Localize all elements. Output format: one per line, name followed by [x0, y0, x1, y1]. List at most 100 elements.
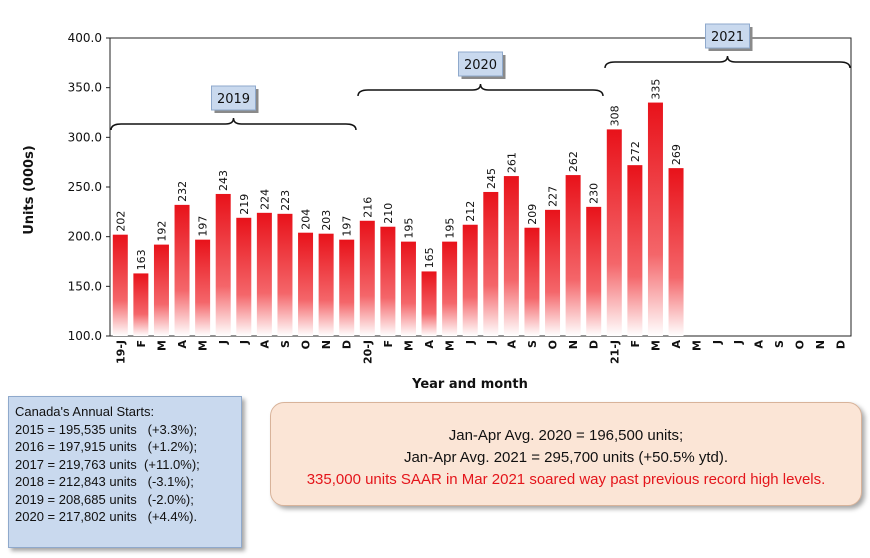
- bar-value-label: 308: [608, 105, 621, 126]
- year-label: 2021: [711, 30, 744, 45]
- bar-value-label: 195: [402, 218, 415, 239]
- bar: [586, 206, 602, 336]
- bar: [545, 209, 561, 336]
- x-axis-title: Year and month: [411, 377, 528, 392]
- annual-starts-title: Canada's Annual Starts:: [15, 404, 155, 419]
- year-label-box: [458, 51, 503, 77]
- bar: [318, 233, 334, 336]
- x-tick-label: M: [691, 340, 704, 351]
- bar-value-label: 212: [464, 201, 477, 222]
- x-tick-label: A: [505, 340, 518, 349]
- bar: [668, 168, 684, 336]
- bar-value-label: 192: [155, 221, 168, 242]
- year-bracket: [110, 117, 357, 131]
- x-tick-label: J: [217, 340, 230, 345]
- bar: [339, 239, 355, 336]
- x-tick-label: J: [464, 340, 477, 345]
- y-axis: 100.0 150.0 200.0 250.0 300.0 350.0 400.0: [68, 31, 110, 343]
- x-tick-label: F: [629, 340, 642, 348]
- x-tick-label: A: [670, 340, 683, 349]
- annual-starts-box: Canada's Annual Starts: 2015 = 195,535 u…: [8, 396, 242, 548]
- y-tick-label: 150.0: [68, 279, 102, 293]
- x-tick-label: N: [567, 340, 580, 349]
- bar-value-label: 232: [176, 181, 189, 202]
- bar: [153, 244, 169, 336]
- x-tick-label: O: [547, 340, 560, 349]
- bar: [503, 176, 519, 336]
- bar: [524, 227, 540, 336]
- summary-line-2020: Jan-Apr Avg. 2020 = 196,500 units;: [448, 427, 684, 444]
- x-tick-label: O: [794, 340, 807, 349]
- year-label-box: [211, 85, 256, 111]
- bar-value-label: 243: [217, 170, 230, 191]
- x-tick-label: J: [485, 340, 498, 345]
- annual-starts-line: 2018 = 212,843 units (-3.1%);: [15, 474, 194, 489]
- bar: [112, 234, 128, 336]
- x-tick-label: N: [320, 340, 333, 349]
- x-tick-label: J: [711, 340, 724, 345]
- y-tick-label: 250.0: [68, 180, 102, 194]
- bar: [647, 102, 663, 336]
- y-axis-title: Units (000s): [22, 145, 37, 235]
- year-brackets: 2019 2020 2021: [110, 23, 851, 131]
- bar-value-label: 272: [629, 141, 642, 162]
- x-tick-label: A: [752, 340, 765, 349]
- bar-value-label: 219: [238, 194, 251, 215]
- bar: [133, 273, 149, 336]
- summary-box: Jan-Apr Avg. 2020 = 196,500 units; Jan-A…: [270, 402, 862, 506]
- year-label: 2020: [464, 58, 497, 73]
- bar: [215, 193, 231, 336]
- bar-value-label: 261: [505, 152, 518, 173]
- data-labels: 202 163 192 232 197 243 219 224 223 204 203 197 216 2…: [114, 79, 683, 271]
- x-tick-label: J: [732, 340, 745, 345]
- bar: [565, 175, 581, 336]
- y-tick-label: 350.0: [68, 81, 102, 95]
- bar: [174, 204, 190, 336]
- bar-value-label: 197: [197, 216, 210, 237]
- bar: [421, 271, 437, 336]
- bar-value-label: 204: [300, 209, 313, 230]
- bar-value-label: 227: [547, 186, 560, 207]
- bar: [380, 226, 396, 336]
- x-tick-label: F: [382, 340, 395, 348]
- bar-value-label: 209: [526, 204, 539, 225]
- x-tick-label: F: [135, 340, 148, 348]
- annual-starts-line: 2020 = 217,802 units (+4.4%).: [15, 509, 198, 524]
- bar-value-label: 165: [423, 247, 436, 268]
- summary-line-2021: Jan-Apr Avg. 2021 = 295,700 units (+50.5…: [403, 449, 729, 466]
- x-tick-label: M: [402, 340, 415, 351]
- x-tick-label: M: [155, 340, 168, 351]
- y-tick-label: 100.0: [68, 329, 102, 343]
- bar: [256, 212, 272, 336]
- bar: [606, 129, 622, 336]
- bar-value-label: 195: [444, 218, 457, 239]
- bar-value-label: 202: [114, 211, 127, 232]
- x-tick-label: M: [444, 340, 457, 351]
- bar: [442, 241, 458, 336]
- bar-value-label: 203: [320, 210, 333, 231]
- x-tick-label: D: [588, 340, 601, 349]
- year-label: 2019: [217, 92, 250, 107]
- bar: [277, 213, 293, 336]
- bar-series: [112, 102, 684, 336]
- x-tick-label: A: [423, 340, 436, 349]
- x-tick-label: A: [258, 340, 271, 349]
- x-tick-label: D: [835, 340, 848, 349]
- bar: [462, 224, 478, 336]
- x-tick-label: 20-J: [361, 340, 374, 364]
- annual-starts-line: 2016 = 197,915 units (+1.2%);: [15, 439, 198, 454]
- bar: [195, 239, 211, 336]
- bar-value-label: 335: [649, 79, 662, 100]
- bar-value-label: 245: [485, 168, 498, 189]
- y-tick-label: 400.0: [68, 31, 102, 45]
- x-axis: 19-J F M A M J J A S O N D 20-J F M A M J J A S O N D 21-J F M A M J J…: [114, 340, 847, 364]
- bar: [400, 241, 416, 336]
- y-tick-label: 300.0: [68, 130, 102, 144]
- x-tick-label: N: [814, 340, 827, 349]
- annual-starts-line: 2019 = 208,685 units (-2.0%);: [15, 491, 194, 507]
- bar-value-label: 210: [382, 203, 395, 224]
- bar-value-label: 197: [341, 216, 354, 237]
- x-tick-label: S: [526, 340, 539, 348]
- x-tick-label: S: [773, 340, 786, 348]
